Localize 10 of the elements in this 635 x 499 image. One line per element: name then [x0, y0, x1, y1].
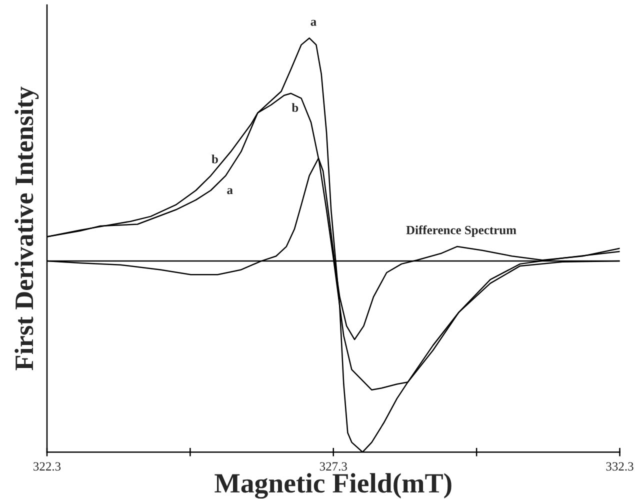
x-axis-title: Magnetic Field(mT) — [214, 473, 452, 499]
annotation: Difference Spectrum — [406, 225, 516, 237]
x-tick-label: 327.3 — [320, 462, 347, 471]
y-axis-title: First Derivative Intensity — [14, 86, 39, 370]
x-tick-label: 322.3 — [34, 462, 61, 471]
annotation: b — [212, 154, 218, 164]
annotation: a — [227, 188, 233, 194]
annotation: a — [310, 20, 316, 26]
annotation: b — [292, 103, 298, 112]
x-tick-label: 332.3 — [606, 462, 634, 471]
